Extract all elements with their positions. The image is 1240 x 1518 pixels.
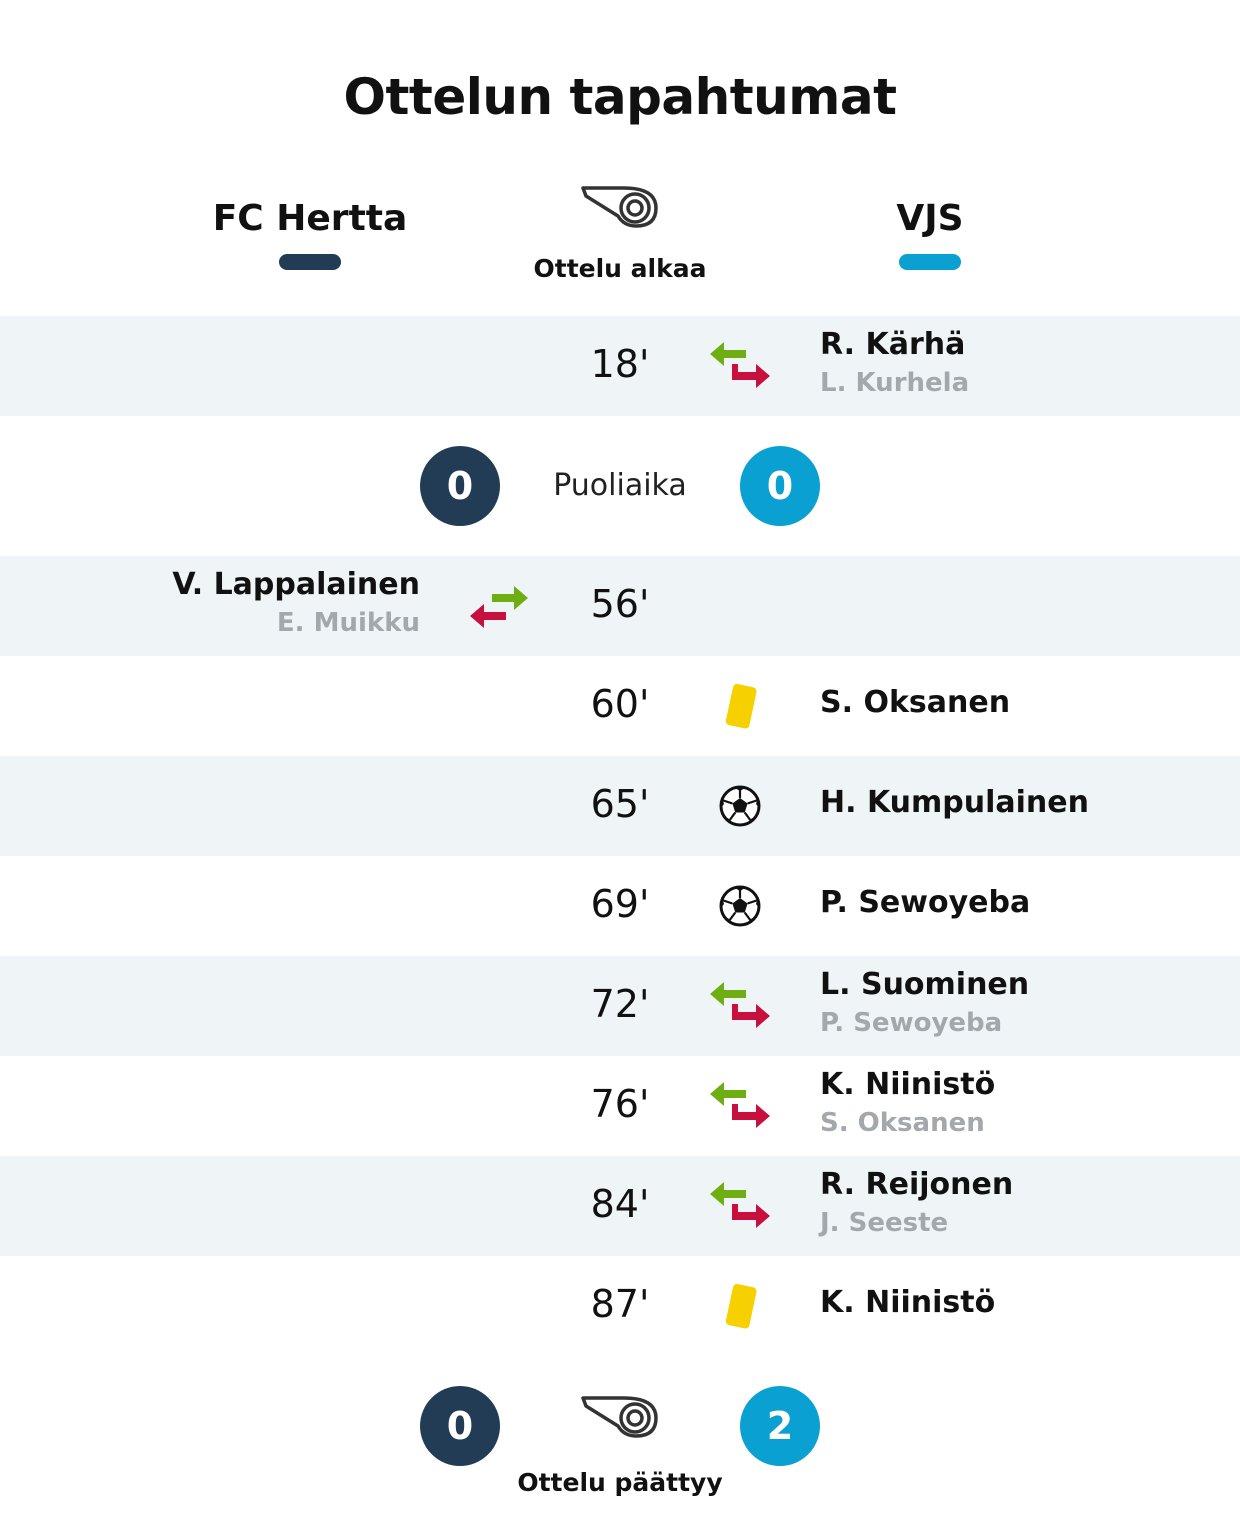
event-row: 76' K. Niinistö S. Oksanen: [0, 1056, 1240, 1156]
player-in-name: V. Lappalainen: [172, 567, 420, 602]
substitution-icon: [710, 982, 770, 1028]
event-minute: 87': [590, 1282, 650, 1326]
match-end-label: Ottelu päättyy: [517, 1468, 723, 1497]
event-minute: 56': [590, 582, 650, 626]
event-row: 65' H. Kumpulainen: [0, 756, 1240, 856]
yellow-card-icon: [725, 683, 757, 729]
event-minute: 72': [590, 982, 650, 1026]
event-minute: 65': [590, 782, 650, 826]
fulltime-away-score: 2: [740, 1386, 820, 1466]
match-start-label: Ottelu alkaa: [533, 254, 707, 283]
substitution-icon: [470, 586, 528, 628]
whistle-icon: [581, 186, 658, 228]
player-name: H. Kumpulainen: [820, 785, 1089, 820]
player-name: K. Niinistö: [820, 1285, 996, 1320]
player-name: S. Oksanen: [820, 685, 1011, 720]
event-row: 84' R. Reijonen J. Seeste: [0, 1156, 1240, 1256]
substitution-icon: [710, 342, 770, 388]
event-minute: 60': [590, 682, 650, 726]
player-out-name: J. Seeste: [820, 1208, 949, 1238]
player-in-name: L. Suominen: [820, 967, 1030, 1002]
player-out-name: L. Kurhela: [820, 368, 970, 398]
home-team-color-bar: [279, 254, 341, 270]
event-row: 87' K. Niinistö: [0, 1256, 1240, 1356]
halftime-label: Puoliaika: [553, 468, 687, 503]
event-row: 60' S. Oksanen: [0, 656, 1240, 756]
fulltime-home-score: 0: [420, 1386, 500, 1466]
event-row: 69' P. Sewoyeba: [0, 856, 1240, 956]
away-team-color-bar: [899, 254, 961, 270]
event-minute: 84': [590, 1182, 650, 1226]
whistle-icon: [581, 1396, 658, 1438]
home-team-name: FC Hertta: [212, 198, 408, 239]
yellow-card-icon: [725, 1283, 757, 1329]
event-row: 72' L. Suominen P. Sewoyeba: [0, 956, 1240, 1056]
player-out-name: S. Oksanen: [820, 1108, 985, 1138]
halftime-home-score: 0: [420, 446, 500, 526]
page-title: Ottelun tapahtumat: [343, 68, 897, 126]
substitution-icon: [710, 1182, 770, 1228]
player-in-name: K. Niinistö: [820, 1067, 996, 1102]
event-row: 18' R. Kärhä L. Kurhela: [0, 316, 1240, 416]
event-minute: 76': [590, 1082, 650, 1126]
event-minute: 69': [590, 882, 650, 926]
event-row: 56' V. Lappalainen E. Muikku: [0, 556, 1240, 656]
soccer-ball-icon: [719, 785, 761, 827]
player-in-name: R. Kärhä: [820, 327, 966, 362]
soccer-ball-icon: [719, 885, 761, 927]
player-in-name: R. Reijonen: [820, 1167, 1014, 1202]
substitution-icon: [710, 1082, 770, 1128]
away-team-name: VJS: [896, 198, 964, 239]
player-name: P. Sewoyeba: [820, 885, 1031, 920]
player-out-name: E. Muikku: [276, 608, 420, 638]
event-minute: 18': [590, 342, 650, 386]
player-out-name: P. Sewoyeba: [820, 1008, 1003, 1038]
halftime-away-score: 0: [740, 446, 820, 526]
